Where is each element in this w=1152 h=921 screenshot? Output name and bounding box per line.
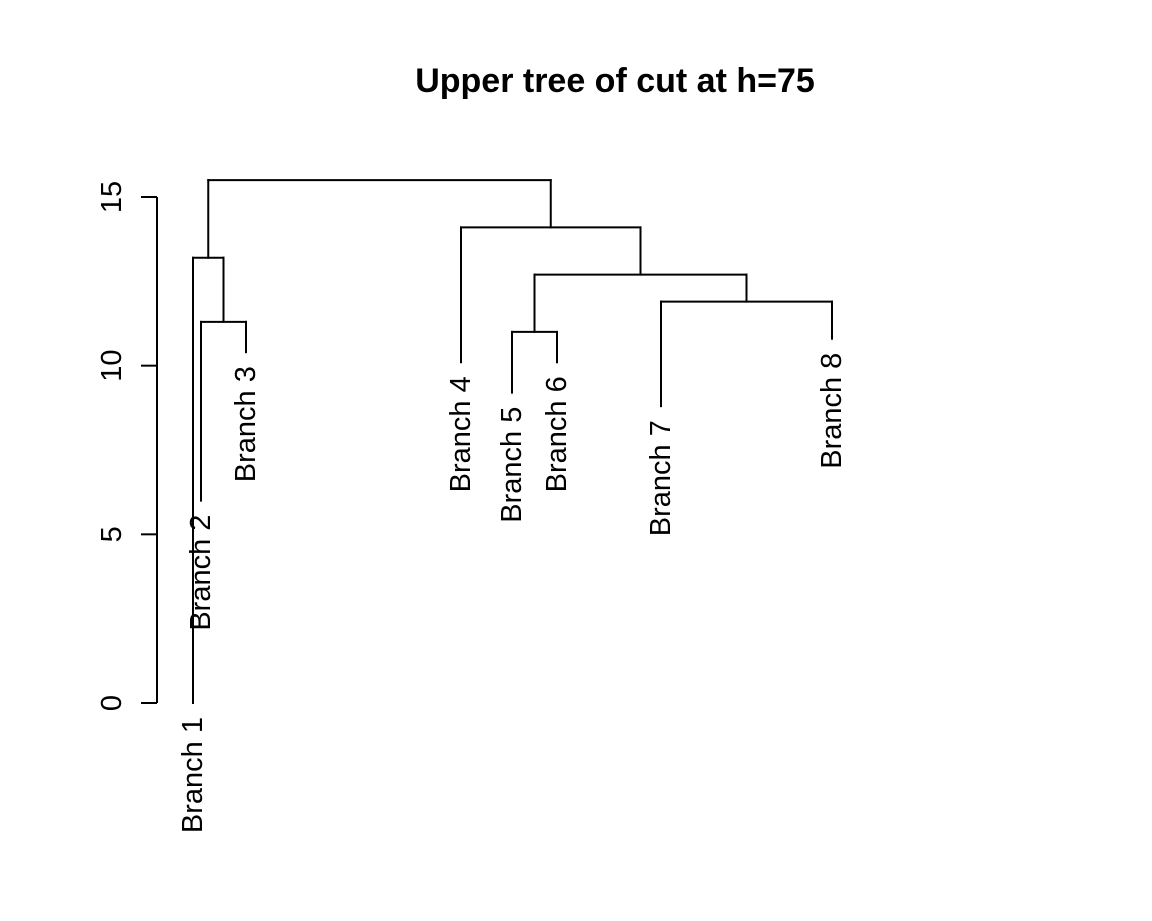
chart-title: Upper tree of cut at h=75 xyxy=(415,62,815,100)
y-tick-label: 0 xyxy=(96,695,128,711)
leaf-label: Branch 5 xyxy=(496,407,528,523)
dendrogram-tree xyxy=(192,179,833,704)
leaf-label: Branch 1 xyxy=(177,717,209,833)
leaf-label: Branch 8 xyxy=(816,353,848,469)
leaf-label: Branch 2 xyxy=(185,515,217,631)
y-axis: 0 5 10 15 xyxy=(96,181,158,711)
leaf-label: Branch 7 xyxy=(645,420,677,536)
leaf-label: Branch 3 xyxy=(230,366,262,482)
leaf-labels: Branch 1 Branch 2 Branch 3 Branch 4 Branch 5… xyxy=(177,353,848,833)
y-tick-label: 10 xyxy=(96,350,128,382)
y-tick-label: 5 xyxy=(96,526,128,542)
y-tick-label: 15 xyxy=(96,181,128,213)
leaf-label: Branch 4 xyxy=(445,376,477,492)
leaf-label: Branch 6 xyxy=(541,376,573,492)
